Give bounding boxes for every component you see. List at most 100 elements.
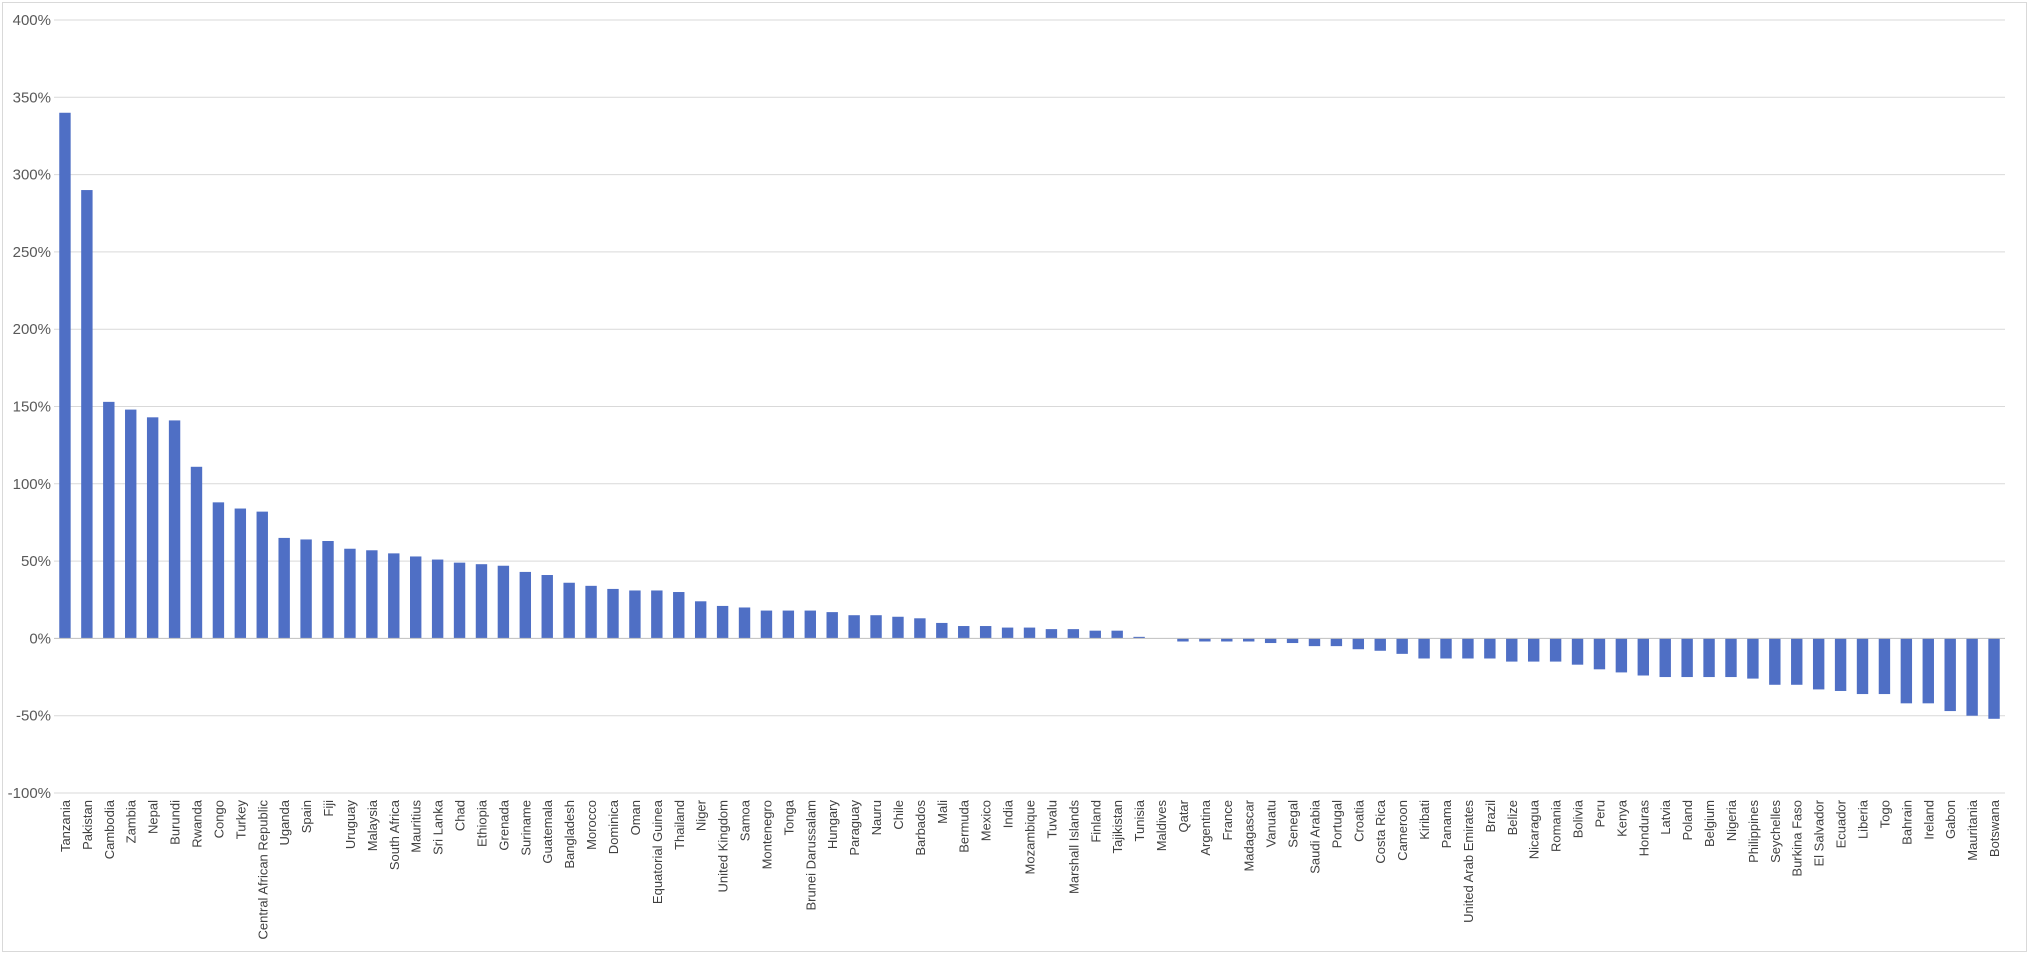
bar — [1462, 638, 1474, 659]
bar — [1571, 638, 1584, 665]
x-tick-label: Turkey — [233, 800, 248, 840]
x-tick-label: Morocco — [584, 800, 599, 850]
x-tick-label: Seychelles — [1768, 800, 1783, 863]
bar — [914, 618, 926, 639]
x-tick-label: Poland — [1680, 800, 1695, 840]
bar — [782, 610, 795, 639]
bar — [1506, 638, 1518, 662]
bar — [1023, 627, 1036, 639]
bar — [190, 466, 203, 639]
x-tick-label: South Africa — [387, 799, 402, 870]
bar — [958, 626, 970, 639]
x-tick-label: Bahrain — [1899, 800, 1914, 845]
x-tick-label: Portugal — [1329, 800, 1344, 849]
x-tick-label: Costa Rica — [1373, 799, 1388, 863]
y-tick-label: 400% — [13, 12, 51, 29]
x-tick-label: Paraguay — [847, 800, 862, 856]
bar — [1922, 638, 1934, 704]
x-tick-label: Brunei Darussalam — [803, 800, 818, 911]
x-tick-label: Argentina — [1198, 799, 1213, 855]
x-tick-label: Burkina Faso — [1790, 800, 1805, 877]
x-tick-label: Cambodia — [102, 799, 117, 859]
bar — [1199, 638, 1211, 642]
bar — [59, 112, 71, 639]
bar — [1834, 638, 1847, 691]
bar — [1374, 638, 1386, 651]
bar — [585, 585, 597, 639]
bar — [1396, 638, 1408, 654]
x-tick-label: Ireland — [1921, 800, 1936, 840]
bar — [1791, 638, 1803, 685]
bar — [1001, 627, 1014, 639]
bar — [103, 401, 115, 639]
y-tick-label: 250% — [13, 244, 51, 261]
x-tick-label: Thailand — [672, 800, 687, 850]
x-tick-label: Chad — [453, 800, 468, 831]
y-tick-label: -100% — [8, 785, 51, 802]
x-tick-label: Peru — [1592, 800, 1607, 827]
x-tick-label: Honduras — [1636, 800, 1651, 857]
bar — [497, 565, 510, 639]
bar — [826, 612, 838, 639]
x-tick-label: Nepal — [146, 800, 161, 834]
bar — [738, 607, 751, 639]
x-tick-label: Chile — [891, 800, 906, 830]
x-tick-label: Nauru — [869, 800, 884, 835]
bar — [1133, 636, 1145, 639]
x-tick-label: Spain — [299, 800, 314, 833]
y-tick-label: 0% — [29, 630, 51, 647]
x-tick-label: Central African Republic — [255, 800, 270, 940]
x-tick-label: Marshall Islands — [1066, 800, 1081, 894]
x-tick-label: Bolivia — [1571, 799, 1586, 838]
bar — [1440, 638, 1452, 659]
x-tick-label: Ethiopia — [474, 799, 489, 847]
bar — [1418, 638, 1430, 659]
x-tick-label: Burundi — [168, 800, 183, 845]
y-axis-ticks: -100% -50% 0% 50% 100% 150% 200% 250% 300% 350% 40… — [8, 12, 51, 802]
bar — [1089, 630, 1101, 639]
bar — [322, 541, 334, 639]
bar — [1352, 638, 1365, 650]
x-tick-label: Botswana — [1987, 799, 2002, 857]
bar — [716, 605, 729, 639]
bar — [651, 590, 663, 639]
x-tick-label: Belize — [1505, 800, 1520, 835]
x-tick-label: Mozambique — [1023, 800, 1038, 874]
bar — [234, 508, 247, 639]
x-tick-label: Philippines — [1746, 800, 1761, 863]
x-tick-label: United Arab Emirates — [1461, 800, 1476, 923]
x-tick-label: Kiribati — [1417, 800, 1432, 840]
bar — [1264, 638, 1277, 644]
x-tick-label: Tonga — [781, 799, 796, 835]
bar — [431, 559, 444, 639]
bar — [1637, 638, 1649, 676]
bar — [1111, 630, 1123, 639]
x-tick-label: Samoa — [738, 799, 753, 841]
x-tick-label: Panama — [1439, 799, 1454, 848]
bar — [519, 571, 532, 639]
bar — [1308, 638, 1321, 647]
bar — [453, 562, 466, 639]
bars — [59, 112, 2000, 719]
x-tick-label: Mali — [935, 800, 950, 824]
bar — [1944, 638, 1956, 712]
x-tick-label: Equatorial Guinea — [650, 799, 665, 904]
x-tick-label: Tuvalu — [1044, 800, 1059, 839]
x-tick-label: Malaysia — [365, 799, 380, 851]
x-tick-label: Senegal — [1286, 800, 1301, 848]
x-tick-label: Grenada — [496, 799, 511, 850]
bar — [848, 615, 860, 639]
bar — [1812, 638, 1825, 690]
bar — [1221, 638, 1233, 642]
x-tick-label: Tajikistan — [1110, 800, 1125, 853]
y-tick-label: 300% — [13, 167, 51, 184]
x-tick-label: Togo — [1877, 800, 1892, 828]
x-tick-label: Vanuatu — [1264, 800, 1279, 847]
x-tick-label: Brazil — [1483, 800, 1498, 833]
bar — [936, 622, 948, 639]
x-tick-label: Mexico — [979, 800, 994, 841]
bar — [256, 511, 268, 639]
bar — [1747, 638, 1759, 679]
y-tick-label: 200% — [13, 321, 51, 338]
